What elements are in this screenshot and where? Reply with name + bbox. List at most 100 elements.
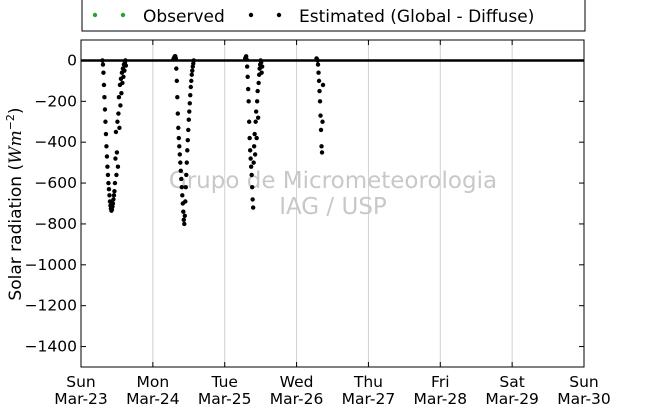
data-point xyxy=(248,164,254,169)
data-point xyxy=(255,115,261,120)
data-point xyxy=(188,92,193,98)
data-point xyxy=(112,180,118,186)
data-point xyxy=(244,64,250,69)
data-point xyxy=(316,78,322,84)
data-point xyxy=(320,82,326,88)
data-point xyxy=(114,150,120,155)
legend-estimated-label: Estimated (Global - Diffuse) xyxy=(299,7,534,27)
data-point xyxy=(177,144,182,149)
data-point xyxy=(246,99,251,104)
data-point xyxy=(255,88,260,94)
data-point xyxy=(174,78,180,84)
data-point xyxy=(176,135,182,141)
x-tick-day-label: Fri xyxy=(431,373,449,391)
data-point xyxy=(316,70,321,75)
data-point xyxy=(105,172,111,178)
data-point xyxy=(185,148,190,153)
data-point xyxy=(117,125,122,131)
data-point xyxy=(251,160,256,165)
x-tick-day-label: Thu xyxy=(353,373,383,391)
y-tick-label: −200 xyxy=(34,92,77,110)
data-point xyxy=(259,64,265,69)
data-point xyxy=(101,70,106,75)
data-points xyxy=(100,54,326,227)
data-point xyxy=(252,152,258,157)
data-point xyxy=(186,127,191,133)
x-tick-date-label: Mar-28 xyxy=(413,390,467,408)
x-tick-day-label: Sun xyxy=(569,373,599,391)
data-point xyxy=(111,193,117,198)
data-point xyxy=(187,101,192,106)
y-tick-label: −600 xyxy=(34,174,77,192)
watermark-line1: Grupo de Micrometeorologia xyxy=(169,168,497,194)
data-point xyxy=(245,74,250,79)
data-point xyxy=(180,193,185,198)
data-point xyxy=(185,137,190,143)
data-point xyxy=(122,68,127,73)
data-point xyxy=(254,99,260,104)
data-point xyxy=(319,144,324,149)
data-point xyxy=(112,189,117,194)
data-point xyxy=(186,117,191,122)
data-point xyxy=(253,119,258,124)
data-point xyxy=(174,66,179,71)
data-point xyxy=(104,144,109,149)
data-point xyxy=(249,172,254,178)
y-tick-label: −1200 xyxy=(25,297,77,315)
x-tick-day-label: Sat xyxy=(499,373,524,391)
data-point xyxy=(179,176,184,182)
data-point xyxy=(248,156,253,161)
x-tick-day-label: Sun xyxy=(66,373,96,391)
data-point xyxy=(106,186,112,192)
data-point xyxy=(116,95,122,100)
data-point xyxy=(256,80,261,86)
data-point xyxy=(189,72,194,77)
data-point xyxy=(317,88,322,94)
data-point xyxy=(110,201,116,206)
data-point xyxy=(114,172,119,178)
legend-observed-label: Observed xyxy=(143,7,225,27)
x-tick-date-label: Mar-25 xyxy=(198,390,252,408)
x-tick-date-label: Mar-26 xyxy=(270,390,324,408)
data-point xyxy=(184,172,189,178)
data-point xyxy=(175,95,180,100)
data-point xyxy=(179,184,184,190)
data-point xyxy=(320,119,325,124)
data-point xyxy=(178,160,183,165)
data-point xyxy=(254,135,259,141)
data-point xyxy=(244,57,249,62)
data-point xyxy=(113,156,118,161)
y-axis: 0 −200 −400 −600 −800 −1000 −1200 −1400 xyxy=(25,51,584,356)
y-axis-label: Solar radiation (Wm−2) xyxy=(4,107,26,300)
legend-observed-marker xyxy=(120,12,126,18)
data-point xyxy=(123,58,128,63)
data-point xyxy=(318,113,323,118)
data-point xyxy=(111,197,116,202)
data-point xyxy=(105,164,110,169)
data-point xyxy=(116,111,121,116)
data-point xyxy=(121,74,126,79)
legend-estimated-marker xyxy=(248,12,254,18)
data-point xyxy=(318,127,324,133)
watermark-line2: IAG / USP xyxy=(279,194,387,220)
legend-estimated-marker xyxy=(276,12,282,18)
data-point xyxy=(175,111,181,116)
y-tick-label: −400 xyxy=(34,133,77,151)
data-point xyxy=(118,103,123,108)
x-tick-day-label: Tue xyxy=(210,373,237,391)
data-point xyxy=(100,58,105,63)
x-axis: SunMar-23MonMar-24TueMar-25WedMar-26ThuM… xyxy=(54,40,611,408)
data-point xyxy=(106,180,111,186)
data-point xyxy=(173,56,179,61)
data-point xyxy=(177,152,183,157)
x-tick-date-label: Mar-24 xyxy=(126,390,180,408)
y-tick-label: −1000 xyxy=(25,256,77,274)
data-point xyxy=(317,99,323,104)
watermark: Grupo de Micrometeorologia IAG / USP xyxy=(169,168,497,220)
plot-area xyxy=(81,40,584,367)
data-point xyxy=(253,109,259,114)
x-tick-day-label: Mon xyxy=(137,373,170,391)
legend: Observed Estimated (Global - Diffuse) xyxy=(81,0,586,32)
y-tick-label: −1400 xyxy=(25,338,77,356)
